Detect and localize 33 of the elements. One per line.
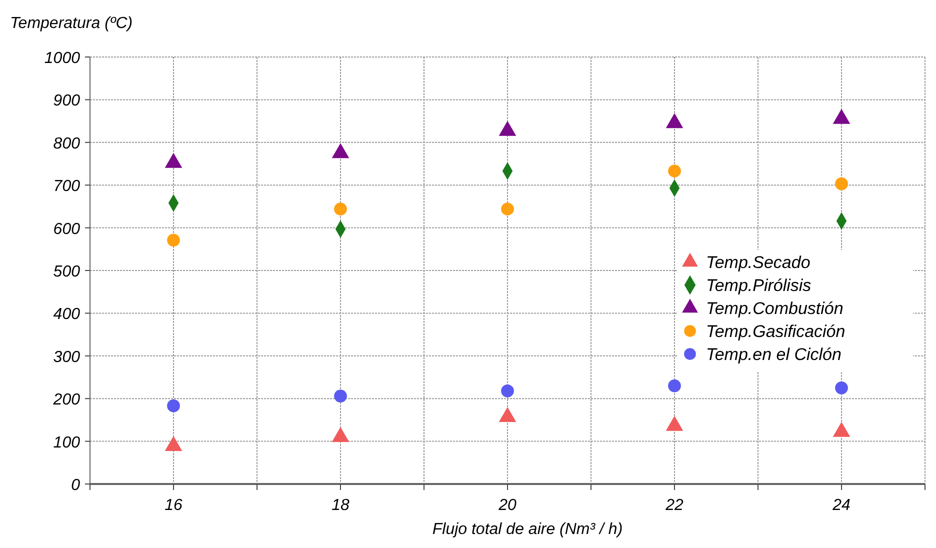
point (835, 177, 848, 190)
x-tick-label: 24 (832, 497, 850, 514)
y-tick-label: 400 (53, 306, 80, 324)
x-tick-label: 16 (164, 497, 182, 514)
point (668, 164, 681, 178)
y-tick-label: 800 (53, 135, 80, 152)
x-tick-label: 22 (664, 497, 684, 514)
x-axis-title: Flujo total de aire (Nm³ / h) (432, 521, 623, 538)
y-tick-label: 1000 (44, 50, 80, 67)
y-tick-label: 0 (71, 477, 80, 494)
x-tick-label: 18 (332, 497, 350, 514)
point (167, 234, 180, 247)
point (334, 202, 347, 216)
point (167, 399, 180, 412)
y-tick-label: 300 (53, 348, 80, 366)
legend-label: Temp.Secado (706, 253, 810, 272)
point (501, 202, 514, 216)
point (501, 384, 514, 398)
legend-label: Temp.Combustión (706, 299, 844, 318)
y-tick-label: 700 (53, 178, 80, 196)
point (835, 382, 848, 394)
legend-label: Temp.Pirólisis (706, 276, 812, 295)
y-tick-label: 900 (53, 92, 80, 110)
legend-label: Temp.Gasificación (706, 322, 846, 341)
point (668, 379, 681, 392)
y-tick-label: 200 (52, 392, 80, 409)
y-tick-label: 500 (53, 264, 80, 280)
y-tick-label: 100 (53, 434, 80, 452)
y-axis-title: Temperatura (ºC) (10, 15, 133, 32)
legend-label: Temp.en el Ciclón (706, 345, 842, 364)
x-tick-label: 20 (498, 497, 516, 514)
point (334, 390, 347, 402)
y-tick-label: 600 (53, 220, 80, 238)
